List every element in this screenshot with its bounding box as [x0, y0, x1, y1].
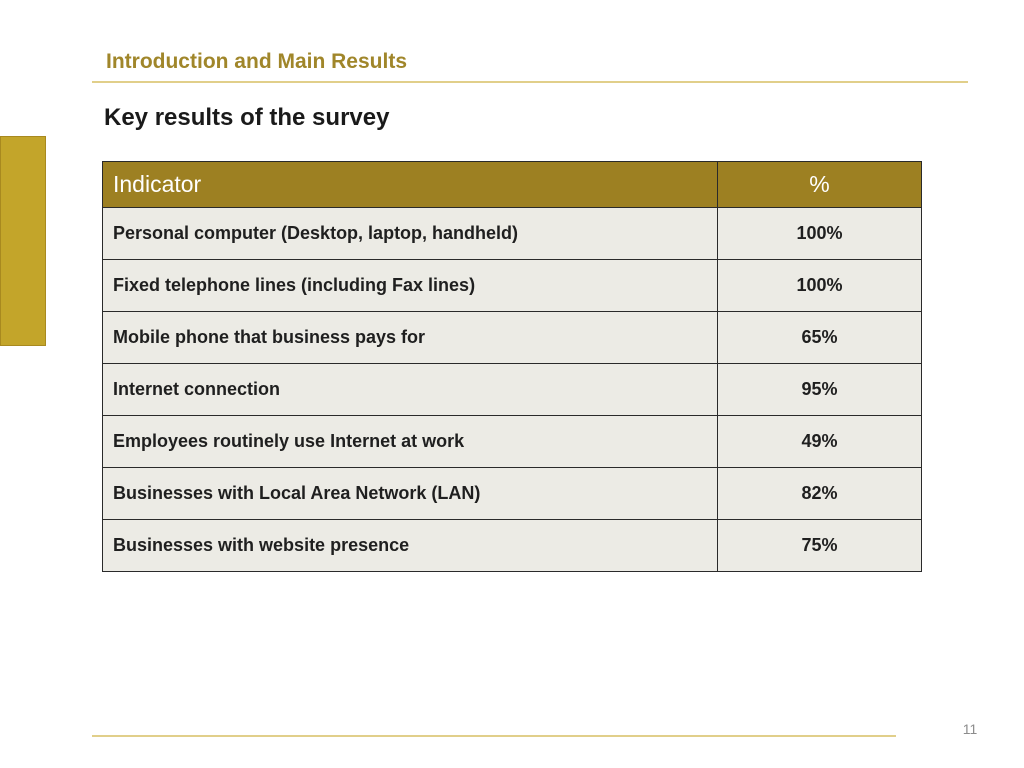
- table-row: Internet connection 95%: [102, 363, 922, 416]
- percent-cell: 95%: [717, 363, 922, 416]
- side-accent-bar: [0, 136, 46, 346]
- footer-divider: [92, 735, 896, 737]
- percent-cell: 75%: [717, 519, 922, 572]
- table-row: Businesses with Local Area Network (LAN)…: [102, 467, 922, 520]
- indicator-cell: Employees routinely use Internet at work: [102, 415, 718, 468]
- indicator-cell: Businesses with Local Area Network (LAN): [102, 467, 718, 520]
- header-divider: [92, 81, 968, 83]
- section-header: Introduction and Main Results: [106, 50, 408, 73]
- percent-cell: 65%: [717, 311, 922, 364]
- slide-title: Key results of the survey: [104, 104, 390, 131]
- column-header-indicator: Indicator: [102, 161, 718, 208]
- table-row: Businesses with website presence 75%: [102, 519, 922, 572]
- table-row: Mobile phone that business pays for 65%: [102, 311, 922, 364]
- indicator-cell: Internet connection: [102, 363, 718, 416]
- column-header-percent: %: [717, 161, 922, 208]
- indicator-cell: Fixed telephone lines (including Fax lin…: [102, 259, 718, 312]
- table-row: Personal computer (Desktop, laptop, hand…: [102, 207, 922, 260]
- table-row: Fixed telephone lines (including Fax lin…: [102, 259, 922, 312]
- indicator-cell: Personal computer (Desktop, laptop, hand…: [102, 207, 718, 260]
- table-body: Personal computer (Desktop, laptop, hand…: [102, 207, 922, 572]
- page-number: 11: [962, 721, 978, 737]
- percent-cell: 100%: [717, 259, 922, 312]
- percent-cell: 82%: [717, 467, 922, 520]
- indicator-cell: Businesses with website presence: [102, 519, 718, 572]
- indicator-cell: Mobile phone that business pays for: [102, 311, 718, 364]
- table-header-row: Indicator %: [102, 161, 922, 208]
- percent-cell: 49%: [717, 415, 922, 468]
- results-table: Indicator % Personal computer (Desktop, …: [102, 161, 922, 572]
- percent-cell: 100%: [717, 207, 922, 260]
- table-row: Employees routinely use Internet at work…: [102, 415, 922, 468]
- table-header: Indicator %: [102, 161, 922, 208]
